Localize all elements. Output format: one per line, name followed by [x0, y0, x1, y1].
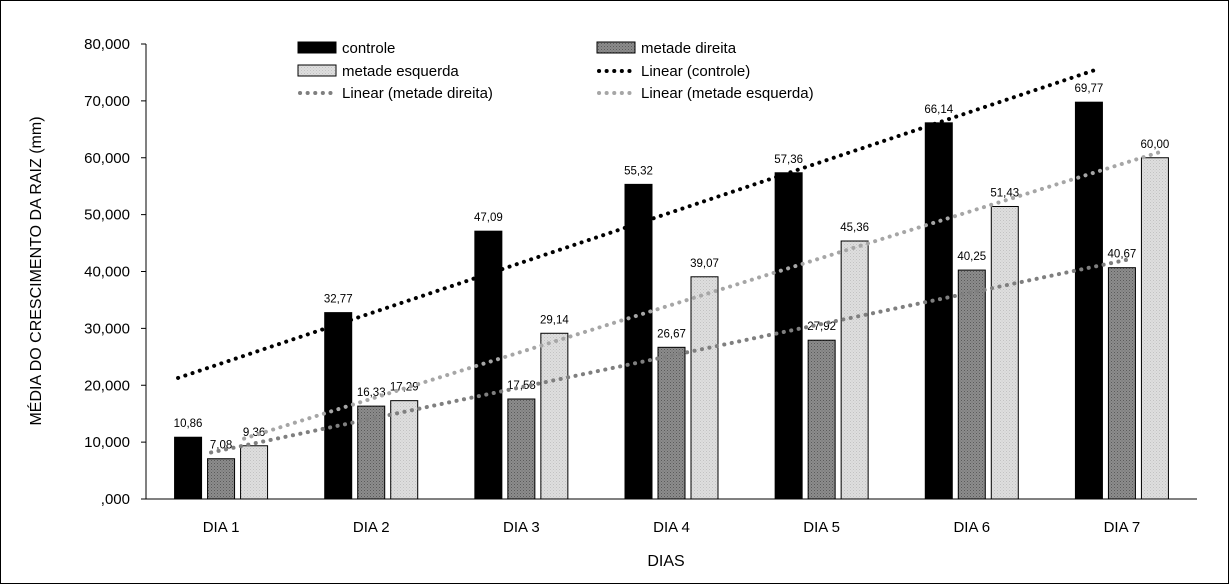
- bar: [990, 205, 1019, 500]
- x-tick-label: DIA 2: [353, 519, 390, 536]
- bar: [474, 230, 503, 500]
- data-label: 40,25: [957, 251, 986, 263]
- legend-label: Linear (metade esquerda): [641, 85, 814, 102]
- legend-swatch: [596, 41, 636, 54]
- y-tick-label: 30,000: [84, 320, 130, 337]
- legend-label: metade esquerda: [342, 63, 459, 80]
- bar: [1107, 267, 1136, 500]
- legend-label: metade direita: [641, 40, 737, 57]
- bar: [174, 436, 203, 500]
- y-tick-label: 10,000: [84, 434, 130, 451]
- data-label: 47,09: [474, 212, 503, 224]
- y-tick-label: 70,000: [84, 93, 130, 110]
- plot-area: ,000 10,000 20,000 30,000 40,000 50,000 60,000…: [84, 36, 1197, 536]
- data-label: 29,14: [540, 314, 569, 326]
- data-label: 16,33: [357, 387, 386, 399]
- y-tick-label: 50,000: [84, 207, 130, 224]
- data-label: 60,00: [1141, 139, 1170, 151]
- data-label: 45,36: [840, 222, 869, 234]
- bar: [957, 269, 986, 500]
- data-label: 69,77: [1075, 83, 1104, 95]
- bar: [624, 183, 653, 500]
- data-label: 26,67: [657, 328, 686, 340]
- data-label: 55,32: [624, 165, 653, 177]
- legend-label: Linear (metade direita): [342, 85, 493, 102]
- x-tick-label: DIA 6: [953, 519, 990, 536]
- legend: controle metade direita metade esquerda Lin…: [297, 40, 814, 102]
- bar: [324, 312, 353, 500]
- bar: [774, 172, 803, 500]
- data-label: 40,67: [1108, 249, 1137, 261]
- legend-swatch: [297, 64, 337, 77]
- trendline: [176, 66, 1101, 380]
- x-tick-label: DIA 4: [653, 519, 690, 536]
- bar: [357, 405, 386, 500]
- bar: [1140, 157, 1169, 500]
- bar: [690, 276, 719, 500]
- bar: [240, 445, 269, 500]
- data-label: 57,36: [774, 154, 803, 166]
- legend-swatch: [297, 41, 337, 54]
- x-tick-label: DIA 5: [803, 519, 840, 536]
- data-label: 39,07: [690, 258, 719, 270]
- x-tick-label: DIA 7: [1104, 519, 1141, 536]
- bar: [1074, 101, 1103, 500]
- bar: [657, 346, 686, 500]
- data-label: 10,86: [174, 418, 203, 430]
- x-tick-label: DIA 1: [203, 519, 240, 536]
- bar: [924, 122, 953, 500]
- data-label: 66,14: [924, 104, 953, 116]
- bar: [507, 398, 536, 500]
- y-tick-label: 20,000: [84, 377, 130, 394]
- y-axis-title: MÉDIA DO CRESCIMENTO DA RAIZ (mm): [26, 116, 45, 425]
- bar: [207, 458, 236, 500]
- trendline: [209, 256, 1134, 455]
- y-tick-label: 80,000: [84, 36, 130, 53]
- bar: [840, 240, 869, 500]
- data-label: 32,77: [324, 294, 353, 306]
- legend-label: Linear (controle): [641, 63, 750, 80]
- bar: [807, 339, 836, 500]
- bar: [390, 400, 419, 500]
- y-tick-label: 60,000: [84, 150, 130, 167]
- legend-label: controle: [342, 40, 395, 57]
- bar: [540, 332, 569, 500]
- x-axis-title: DIAS: [647, 553, 684, 570]
- trendline: [242, 148, 1167, 441]
- y-tick-label: 40,000: [84, 264, 130, 281]
- x-tick-label: DIA 3: [503, 519, 540, 536]
- data-label: 9,36: [243, 427, 265, 439]
- data-label: 7,08: [210, 440, 232, 452]
- y-tick-label: ,000: [101, 491, 130, 508]
